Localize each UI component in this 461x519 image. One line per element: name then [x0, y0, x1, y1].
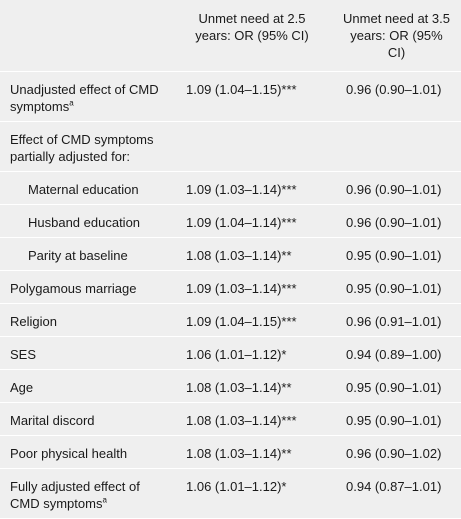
table-row: Poor physical health 1.08 (1.03–1.14)** 0.… — [0, 435, 461, 469]
corner-cell — [0, 0, 172, 72]
value-cell — [172, 121, 332, 172]
odds-ratio: 0.94 (0.87–1.01) — [346, 479, 442, 494]
odds-ratio: 0.96 (0.91–1.01) — [346, 314, 442, 329]
row-label-cell: Polygamous marriage — [0, 270, 172, 304]
row-label: Polygamous marriage — [10, 281, 137, 296]
value-cell: 0.94 (0.89–1.00) — [332, 336, 461, 370]
value-cell: 1.08 (1.03–1.14)*** — [172, 402, 332, 436]
value-cell: 1.09 (1.03–1.14)*** — [172, 270, 332, 304]
footnote-marker: a — [69, 98, 74, 108]
value-cell: 0.96 (0.90–1.01) — [332, 171, 461, 205]
value-cell: 1.09 (1.04–1.15)*** — [172, 71, 332, 122]
row-label: Fully adjusted effect of CMD symptoms — [10, 479, 140, 511]
value-cell: 0.94 (0.87–1.01) — [332, 468, 461, 519]
odds-ratio: 1.09 (1.04–1.14)*** — [186, 215, 297, 230]
value-cell: 1.08 (1.03–1.14)** — [172, 435, 332, 469]
odds-ratio: 1.08 (1.03–1.14)** — [186, 446, 292, 461]
row-label: Maternal education — [28, 182, 139, 197]
odds-ratio: 0.95 (0.90–1.01) — [346, 248, 442, 263]
table-body: Unadjusted effect of CMD symptomsa 1.09 (… — [0, 71, 461, 519]
value-cell: 0.96 (0.91–1.01) — [332, 303, 461, 337]
row-label-cell: Maternal education — [0, 171, 172, 205]
row-label: Unadjusted effect of CMD symptoms — [10, 82, 159, 114]
row-label-cell: Religion — [0, 303, 172, 337]
value-cell: 0.95 (0.90–1.01) — [332, 402, 461, 436]
odds-ratio: 1.08 (1.03–1.14)** — [186, 248, 292, 263]
odds-ratio: 1.09 (1.03–1.14)*** — [186, 182, 297, 197]
value-cell: 0.95 (0.90–1.01) — [332, 369, 461, 403]
odds-ratio: 0.95 (0.90–1.01) — [346, 413, 442, 428]
table-row: Effect of CMD symptoms partially adjuste… — [0, 121, 461, 172]
odds-ratio: 1.09 (1.03–1.14)*** — [186, 281, 297, 296]
table-row: Marital discord 1.08 (1.03–1.14)*** 0.95 (… — [0, 402, 461, 436]
row-label: Husband education — [28, 215, 141, 230]
odds-ratio: 1.09 (1.04–1.15)*** — [186, 314, 297, 329]
value-cell: 0.96 (0.90–1.01) — [332, 71, 461, 122]
odds-ratio: 1.06 (1.01–1.12)* — [186, 479, 287, 494]
row-label-cell: Age — [0, 369, 172, 403]
row-label: Religion — [10, 314, 57, 329]
value-cell — [332, 121, 461, 172]
column-header: Unmet need at 3.5 years: OR (95% CI) — [332, 0, 461, 72]
value-cell: 1.06 (1.01–1.12)* — [172, 468, 332, 519]
table-row: Parity at baseline 1.08 (1.03–1.14)** 0.95… — [0, 237, 461, 271]
odds-ratio: 0.94 (0.89–1.00) — [346, 347, 442, 362]
table-row: Fully adjusted effect of CMD symptomsa 1.… — [0, 468, 461, 519]
table-row: Age 1.08 (1.03–1.14)** 0.95 (0.90–1.01) — [0, 369, 461, 403]
odds-ratio: 0.95 (0.90–1.01) — [346, 281, 442, 296]
odds-ratio: 0.95 (0.90–1.01) — [346, 380, 442, 395]
row-label: Effect of CMD symptoms partially adjuste… — [10, 132, 154, 164]
value-cell: 1.09 (1.03–1.14)*** — [172, 171, 332, 205]
table-row: Unadjusted effect of CMD symptomsa 1.09 (… — [0, 71, 461, 122]
row-label-cell: SES — [0, 336, 172, 370]
table-row: Polygamous marriage 1.09 (1.03–1.14)*** 0.… — [0, 270, 461, 304]
value-cell: 0.96 (0.90–1.02) — [332, 435, 461, 469]
odds-ratio: 0.96 (0.90–1.02) — [346, 446, 442, 461]
value-cell: 1.08 (1.03–1.14)** — [172, 237, 332, 271]
table-row: Religion 1.09 (1.04–1.15)*** 0.96 (0.91–1.… — [0, 303, 461, 337]
value-cell: 0.95 (0.90–1.01) — [332, 237, 461, 271]
row-label-cell: Effect of CMD symptoms partially adjuste… — [0, 121, 172, 172]
row-label-cell: Unadjusted effect of CMD symptomsa — [0, 71, 172, 122]
value-cell: 1.09 (1.04–1.14)*** — [172, 204, 332, 238]
table-row: Husband education 1.09 (1.04–1.14)*** 0.96… — [0, 204, 461, 238]
table-row: Maternal education 1.09 (1.03–1.14)*** 0.9… — [0, 171, 461, 205]
row-label-cell: Parity at baseline — [0, 237, 172, 271]
row-label-cell: Husband education — [0, 204, 172, 238]
odds-ratio: 0.96 (0.90–1.01) — [346, 182, 442, 197]
row-label: SES — [10, 347, 37, 362]
value-cell: 1.06 (1.01–1.12)* — [172, 336, 332, 370]
row-label: Parity at baseline — [28, 248, 128, 263]
row-label: Poor physical health — [10, 446, 128, 461]
odds-ratio: 0.96 (0.90–1.01) — [346, 215, 442, 230]
value-cell: 0.96 (0.90–1.01) — [332, 204, 461, 238]
value-cell: 0.95 (0.90–1.01) — [332, 270, 461, 304]
row-label-cell: Marital discord — [0, 402, 172, 436]
odds-ratio: 1.08 (1.03–1.14)*** — [186, 413, 297, 428]
table-row: SES 1.06 (1.01–1.12)* 0.94 (0.89–1.00) — [0, 336, 461, 370]
footnote-marker: a — [102, 495, 107, 505]
header-row: Unmet need at 2.5 years: OR (95% CI) Unm… — [0, 0, 461, 72]
column-header: Unmet need at 2.5 years: OR (95% CI) — [172, 0, 332, 72]
row-label-cell: Fully adjusted effect of CMD symptomsa — [0, 468, 172, 519]
odds-ratio: 1.08 (1.03–1.14)** — [186, 380, 292, 395]
odds-ratio: 0.96 (0.90–1.01) — [346, 82, 442, 97]
value-cell: 1.08 (1.03–1.14)** — [172, 369, 332, 403]
odds-ratio: 1.06 (1.01–1.12)* — [186, 347, 287, 362]
row-label: Marital discord — [10, 413, 95, 428]
odds-ratio: 1.09 (1.04–1.15)*** — [186, 82, 297, 97]
value-cell: 1.09 (1.04–1.15)*** — [172, 303, 332, 337]
row-label: Age — [10, 380, 34, 395]
row-label-cell: Poor physical health — [0, 435, 172, 469]
